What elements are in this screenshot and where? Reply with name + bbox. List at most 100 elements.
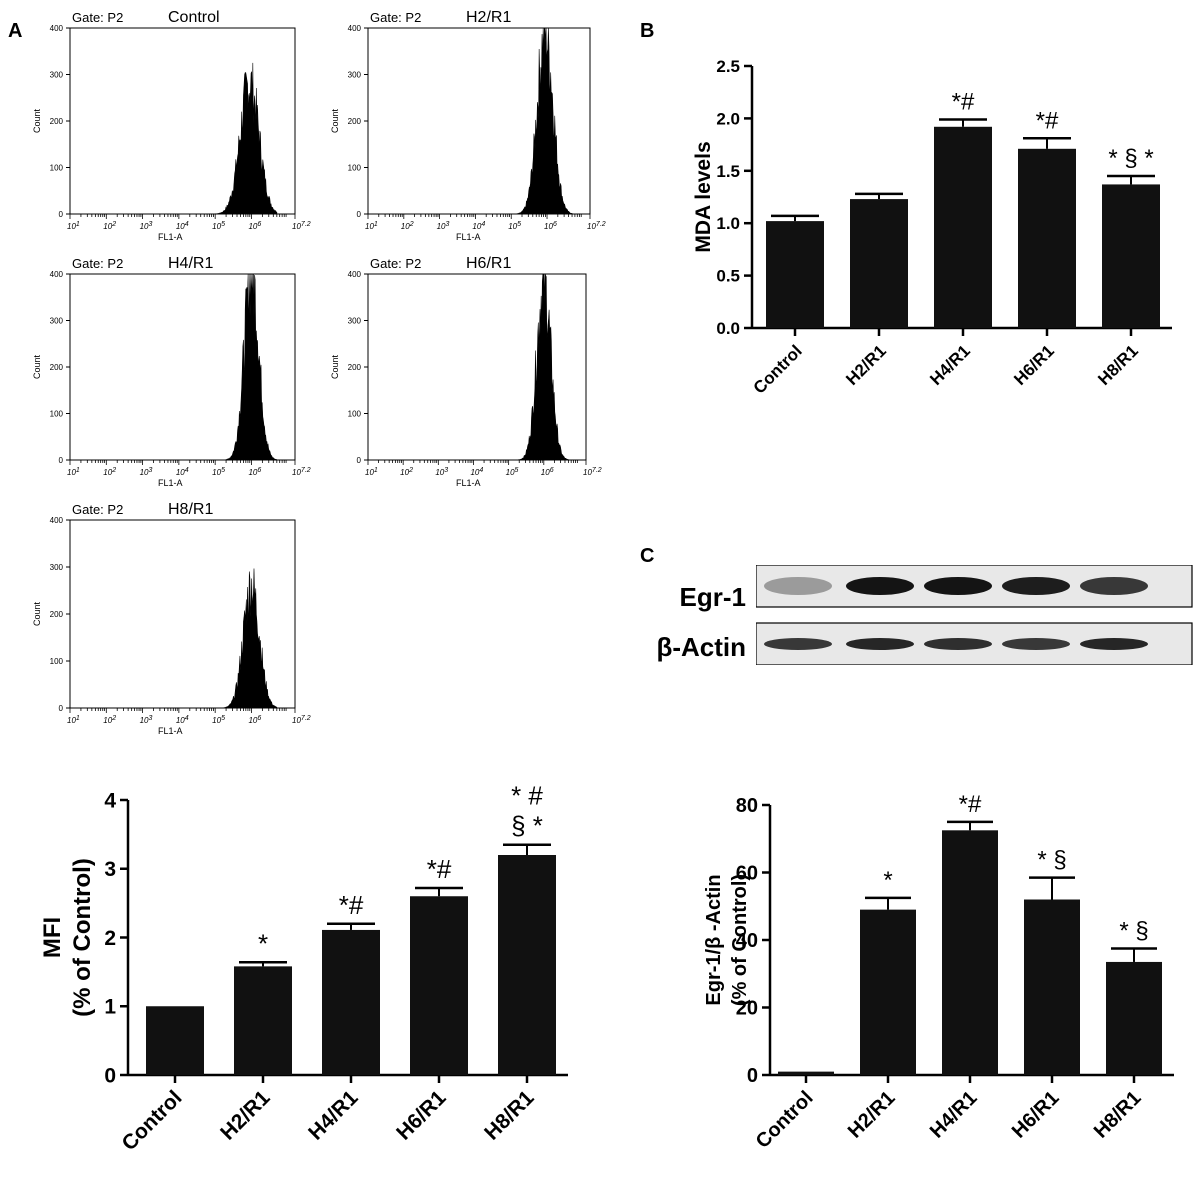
y-tick-label: 400 xyxy=(348,24,362,33)
histogram-title: H8/R1 xyxy=(168,501,213,518)
bar xyxy=(146,1006,204,1075)
y-tick-label: 300 xyxy=(348,317,362,326)
bar xyxy=(234,966,292,1075)
x-tick-label: 102 xyxy=(103,221,116,231)
x-tick-label: 103 xyxy=(435,467,448,477)
bar xyxy=(1018,148,1076,328)
x-tick-label: 102 xyxy=(400,467,413,477)
y-tick-label: 20 xyxy=(736,998,758,1020)
significance-marker: * xyxy=(883,867,892,894)
y-tick-label: 1.0 xyxy=(716,214,740,233)
y-tick-label: 0 xyxy=(357,456,362,465)
x-tick-label: 107.2 xyxy=(587,221,606,231)
y-tick-label: 80 xyxy=(736,795,758,817)
histogram-fill xyxy=(200,568,278,709)
significance-marker: *# xyxy=(427,854,452,884)
blot-label-actin: β-Actin xyxy=(656,632,746,662)
category-label: H6/R1 xyxy=(1010,341,1058,389)
bar xyxy=(322,929,380,1075)
y-tick-label: 0.0 xyxy=(716,319,740,338)
x-tick-label: 103 xyxy=(140,467,153,477)
x-tick-label: 106 xyxy=(248,715,261,725)
panel-letter-a: A xyxy=(8,20,23,42)
x-axis-label: FL1-A xyxy=(456,478,481,488)
blot-band xyxy=(764,638,832,650)
y-tick-label: 0 xyxy=(104,1064,116,1087)
category-label: H2/R1 xyxy=(842,341,890,389)
y-tick-label: 40 xyxy=(736,930,758,952)
blot-band xyxy=(846,577,914,595)
category-label: H8/R1 xyxy=(1094,341,1142,389)
gate-label: Gate: P2 xyxy=(72,256,123,271)
blot-band xyxy=(924,577,992,595)
x-tick-label: 102 xyxy=(103,467,116,477)
gate-label: Gate: P2 xyxy=(72,502,123,517)
y-axis-label: (% of Control) xyxy=(729,874,751,1006)
histogram-title: H6/R1 xyxy=(466,255,511,272)
bar xyxy=(850,199,908,328)
y-tick-label: 0.5 xyxy=(716,267,740,286)
y-tick-label: 0 xyxy=(357,210,362,219)
blot-label-egr1: Egr-1 xyxy=(679,582,746,612)
category-label: H8/R1 xyxy=(1090,1087,1146,1143)
bar xyxy=(778,1071,834,1075)
histogram-panel: Gate: P2 H4/R1 0 100 200 300 400 Count 101 102 103… xyxy=(32,255,311,488)
histogram-fill xyxy=(200,62,278,215)
y-tick-label: 100 xyxy=(50,164,64,173)
y-tick-label: 4 xyxy=(104,789,116,812)
x-tick-label: 104 xyxy=(470,467,483,477)
panel-letter-b: B xyxy=(640,20,655,42)
x-tick-label: 104 xyxy=(176,221,189,231)
histogram-title: H4/R1 xyxy=(168,255,213,272)
x-tick-label: 105 xyxy=(508,221,521,231)
x-tick-label: 103 xyxy=(437,221,450,231)
significance-marker: * # xyxy=(511,781,543,811)
significance-marker: § * xyxy=(511,811,543,841)
category-label: H4/R1 xyxy=(926,341,974,389)
histogram-fill xyxy=(496,27,573,215)
bar xyxy=(934,126,992,328)
gate-label: Gate: P2 xyxy=(72,10,123,25)
category-label: Control xyxy=(750,341,806,397)
x-tick-label: 102 xyxy=(401,221,414,231)
x-tick-label: 104 xyxy=(472,221,485,231)
y-tick-label: 0 xyxy=(59,456,64,465)
y-axis-label: Egr-1/β -Actin xyxy=(703,874,725,1005)
category-label: Control xyxy=(117,1086,186,1155)
x-axis-label: FL1-A xyxy=(456,232,481,242)
x-tick-label: 105 xyxy=(212,221,225,231)
category-label: H8/R1 xyxy=(480,1086,539,1145)
category-label: H2/R1 xyxy=(216,1086,275,1145)
x-tick-label: 102 xyxy=(103,715,116,725)
x-tick-label: 106 xyxy=(541,467,554,477)
y-axis-label: Count xyxy=(32,355,42,380)
y-tick-label: 200 xyxy=(50,363,64,372)
blot-band xyxy=(1080,577,1148,595)
y-tick-label: 200 xyxy=(348,363,362,372)
x-tick-label: 107.2 xyxy=(583,467,602,477)
gate-label: Gate: P2 xyxy=(370,256,421,271)
bar xyxy=(942,830,998,1075)
histogram-fill xyxy=(200,273,278,461)
y-tick-label: 2.0 xyxy=(716,109,740,128)
x-tick-label: 101 xyxy=(67,221,80,231)
histogram-title: H2/R1 xyxy=(466,9,511,26)
x-tick-label: 101 xyxy=(67,715,80,725)
y-axis-label: Count xyxy=(330,109,340,134)
x-axis-label: FL1-A xyxy=(158,478,183,488)
y-axis-label: Count xyxy=(32,109,42,134)
histogram-title: Control xyxy=(168,9,220,26)
y-tick-label: 400 xyxy=(348,270,362,279)
y-tick-label: 300 xyxy=(348,71,362,80)
category-label: H6/R1 xyxy=(392,1086,451,1145)
histogram-panel: Gate: P2 H2/R1 0 100 200 300 400 Count 101 102 103… xyxy=(330,9,606,242)
blot-image xyxy=(756,565,1193,665)
egr-chart: 0 20 40 60 80 Egr-1/β -Actin (% of Control) Con… xyxy=(703,791,1174,1153)
significance-marker: *# xyxy=(339,890,364,920)
y-axis-label: (% of Control) xyxy=(69,858,96,1017)
histogram-panel: Gate: P2 H8/R1 0 100 200 300 400 Count 101 102 103… xyxy=(32,501,311,736)
blot-band xyxy=(1002,638,1070,650)
x-tick-label: 103 xyxy=(140,221,153,231)
x-tick-label: 107.2 xyxy=(292,467,311,477)
y-tick-label: 400 xyxy=(50,24,64,33)
